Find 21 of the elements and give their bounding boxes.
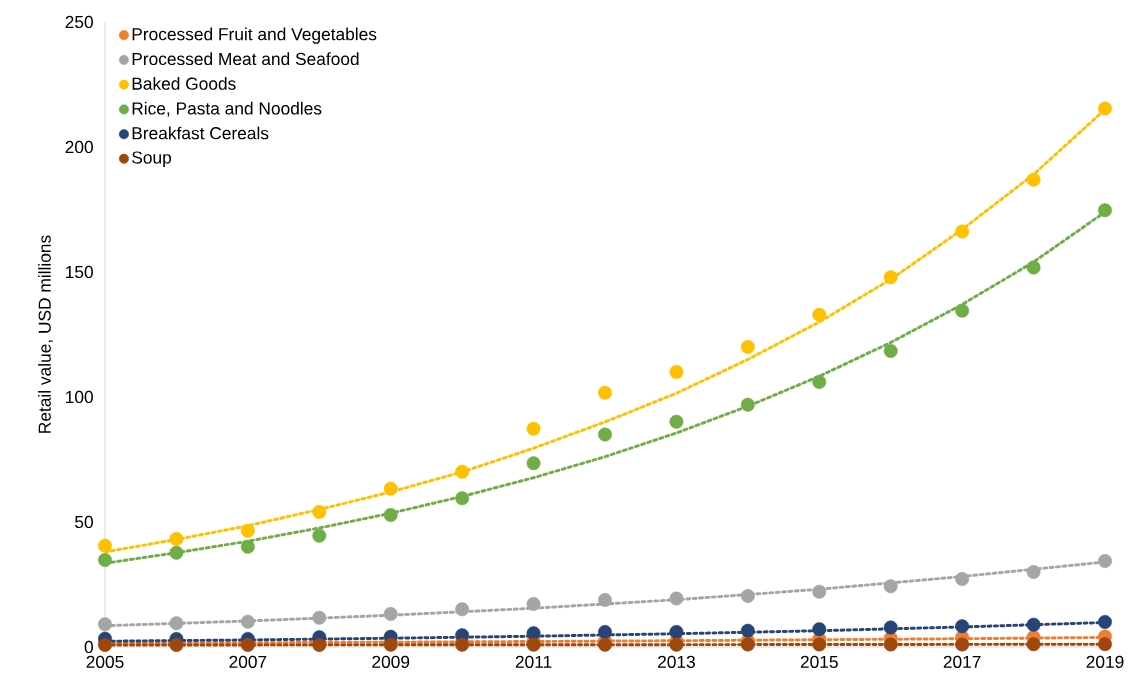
- legend-label: Breakfast Cereals: [132, 126, 269, 140]
- y-tick-label: 250: [65, 15, 93, 29]
- y-tick-label: 100: [66, 390, 93, 404]
- y-axis-title: Retail value, USD millions: [38, 235, 53, 433]
- legend-label: Soup: [132, 151, 172, 168]
- x-tick-label: 2009: [372, 655, 410, 668]
- y-tick-label: 0: [84, 640, 93, 654]
- x-tick-label: 2019: [1086, 655, 1124, 668]
- x-tick-label: 2005: [86, 655, 124, 668]
- legend-label: Processed Meat and Seafood: [132, 52, 359, 66]
- x-tick-label: 2013: [658, 655, 695, 668]
- legend-label: Rice, Pasta and Noodles: [132, 101, 322, 117]
- x-tick-label: 2015: [800, 655, 838, 668]
- x-tick-label: 2017: [943, 655, 981, 668]
- legend-label: Baked Goods: [132, 77, 236, 90]
- y-tick-label: 50: [75, 515, 93, 529]
- y-tick-label: 200: [65, 140, 93, 154]
- x-tick-label: 2007: [229, 655, 267, 668]
- legend-label: Processed Fruit and Vegetables: [132, 27, 377, 44]
- x-tick-label: 2011: [515, 655, 552, 668]
- y-tick-label: 150: [66, 265, 93, 279]
